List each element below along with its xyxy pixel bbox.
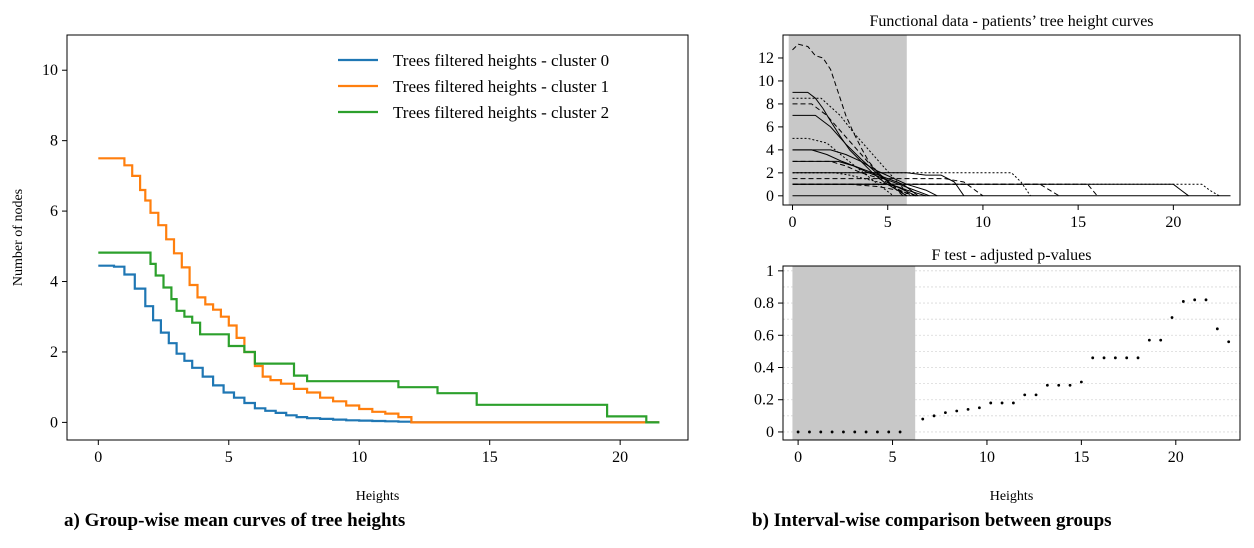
panel-b-bottom-ytick-label: 0 [766, 424, 774, 441]
panel-b-bottom-xtick-label: 20 [1168, 449, 1184, 466]
panel-b-bottom-p-value-point [1181, 300, 1185, 303]
panel-b-bottom-p-value-point [1000, 401, 1004, 405]
panel-a-xtick-label: 5 [225, 449, 233, 466]
panel-b-top-patient-curve-10 [792, 172, 908, 197]
panel-b-top-ytick-label: 12 [758, 50, 774, 67]
panel-a-ytick-label: 8 [50, 133, 58, 150]
panel-b-top-patient-curve-6 [792, 149, 938, 197]
panel-b-bottom-p-value-point [1113, 356, 1117, 360]
panel-b-bottom-p-value-point [1136, 356, 1140, 360]
panel-b-bottom-ytick-label: 0.6 [754, 327, 774, 344]
panel-b-top-ytick-label: 4 [766, 142, 774, 159]
panel-b-top-patient-curve-19 [792, 183, 1220, 197]
panel-b-bottom-p-value-point [1193, 298, 1197, 302]
panel-b-top-axes-frame [782, 34, 1241, 206]
panel-b-bottom-p-value-point [842, 430, 845, 434]
panel-a-ytick-label: 10 [42, 62, 58, 79]
panel-b-bottom-p-value-point [1102, 356, 1106, 360]
panel-b-bottom-p-value-point [864, 430, 868, 434]
panel-a-axes-frame [66, 34, 689, 441]
panel-b-bottom-xtick-label: 15 [1073, 449, 1089, 466]
panel-b-bottom-p-value-point [808, 430, 811, 434]
panel-a-series-line-cluster-1 [98, 157, 660, 424]
panel-b-bottom-p-value-point [1147, 338, 1151, 342]
panel-b-top-xtick-label: 10 [975, 214, 991, 231]
panel-b-top-title: Functional data - patients’ tree height … [869, 13, 1153, 30]
panel-b-top-xtick-label: 20 [1165, 214, 1181, 231]
panel-b-bottom-p-value-point [955, 409, 959, 413]
panel-b-bottom-xtick-label: 0 [794, 449, 802, 466]
panel-b-bottom-p-value-point [1227, 340, 1231, 344]
panel-b-bottom-p-value-point [1215, 327, 1219, 331]
panel-b-bottom-p-value-point [1159, 338, 1163, 342]
panel-b-bottom-p-value-point [830, 430, 834, 434]
panel-a-ytick-label: 2 [50, 344, 58, 361]
panel-a-xtick-label: 10 [351, 449, 367, 466]
panel-b-bottom-p-value-point [1091, 356, 1095, 360]
panel-b-bottom-p-value-point [1023, 393, 1027, 397]
panel-b-bottom-x-axis-label: Heights [990, 489, 1034, 504]
caption-a: a) Group-wise mean curves of tree height… [64, 510, 406, 531]
panel-b-bottom-p-value-point [989, 401, 993, 405]
panel-b-bottom-p-value-point [1125, 356, 1129, 360]
panel-b-bottom-xtick-label: 10 [979, 449, 995, 466]
panel-b-bottom-ytick-label: 0.4 [754, 360, 774, 377]
panel-a-y-axis-label: Number of nodes [11, 189, 26, 286]
panel-b-top-patient-curve-4 [792, 114, 917, 197]
panel-b-bottom-p-value-point [1079, 380, 1083, 384]
panel-b-bottom-p-value-point [944, 411, 947, 415]
panel-b-bottom-p-value-point [921, 417, 925, 421]
panel-b-top-xtick-label: 15 [1070, 214, 1086, 231]
caption-b: b) Interval-wise comparison between grou… [752, 510, 1112, 531]
panel-a-xtick-label: 20 [612, 449, 628, 466]
panel-b-bottom-p-value-point [932, 414, 936, 418]
panel-b-bottom-p-value-point [1204, 298, 1208, 302]
panel-b-bottom-p-value-point [1034, 393, 1038, 397]
panel-b-bottom-xtick-label: 5 [889, 449, 897, 466]
panel-b-bottom-ytick-label: 1 [766, 263, 774, 280]
panel-b-bottom-p-value-point [796, 430, 800, 434]
panel-b-top-patient-curve-14 [792, 178, 984, 197]
panel-b-top-xtick-label: 5 [884, 214, 892, 231]
panel-b-top-xtick-label: 0 [789, 214, 797, 231]
panel-a-xtick-label: 0 [94, 449, 102, 466]
panel-b-bottom-ytick-label: 0.8 [754, 295, 774, 312]
panel-b-bottom-p-value-point [887, 430, 891, 434]
panel-b-bottom-p-value-point [1045, 383, 1049, 387]
panel-a-ytick-label: 4 [50, 274, 58, 291]
panel-b-bottom-p-value-point [977, 406, 981, 410]
panel-b-bottom-p-value-point [853, 430, 857, 434]
panel-b-bottom-p-value-point [1068, 383, 1072, 387]
panel-b-bottom-title: F test - adjusted p-values [932, 247, 1092, 264]
panel-b-bottom-shaded-interval [792, 266, 916, 440]
panel-b-bottom-ytick-label: 0.2 [754, 392, 774, 409]
panel-b-top-patient-curve-15 [792, 172, 1031, 197]
panel-b-top-ytick-label: 8 [766, 96, 774, 113]
panel-b-top-ytick-label: 2 [766, 165, 774, 182]
panel-a-xtick-label: 15 [482, 449, 498, 466]
panel-b-top-patient-curve-18 [792, 183, 1189, 197]
panel-b-bottom-p-value-point [876, 430, 879, 434]
panel-b-bottom-p-value-point [819, 430, 823, 434]
panel-b-bottom-p-value-point [1170, 316, 1174, 319]
panel-a-series-line-cluster-0 [98, 264, 660, 424]
panel-b-top-ytick-label: 6 [766, 119, 774, 136]
panel-a-series-line-cluster-2 [98, 251, 660, 424]
panel-a-legend-label-cluster-0: Trees filtered heights - cluster 0 [393, 51, 609, 70]
panel-b-bottom-p-value-point [1057, 383, 1061, 387]
panel-a-ytick-label: 0 [50, 414, 58, 431]
panel-b-bottom-p-value-point [1011, 401, 1015, 405]
panel-a-ytick-label: 6 [50, 203, 58, 220]
panel-a-legend-label-cluster-1: Trees filtered heights - cluster 1 [393, 77, 609, 96]
panel-b-bottom-axes-frame [782, 265, 1241, 441]
panel-b-top-ytick-label: 0 [766, 188, 774, 205]
panel-b-top-patient-curve-2 [792, 97, 911, 197]
panel-a-x-axis-label: Heights [356, 489, 400, 504]
panel-b-top-ytick-label: 10 [758, 73, 774, 90]
panel-b-bottom-p-value-point [898, 430, 902, 434]
panel-a-legend-label-cluster-2: Trees filtered heights - cluster 2 [393, 103, 609, 122]
panel-b-bottom-p-value-point [966, 407, 970, 411]
